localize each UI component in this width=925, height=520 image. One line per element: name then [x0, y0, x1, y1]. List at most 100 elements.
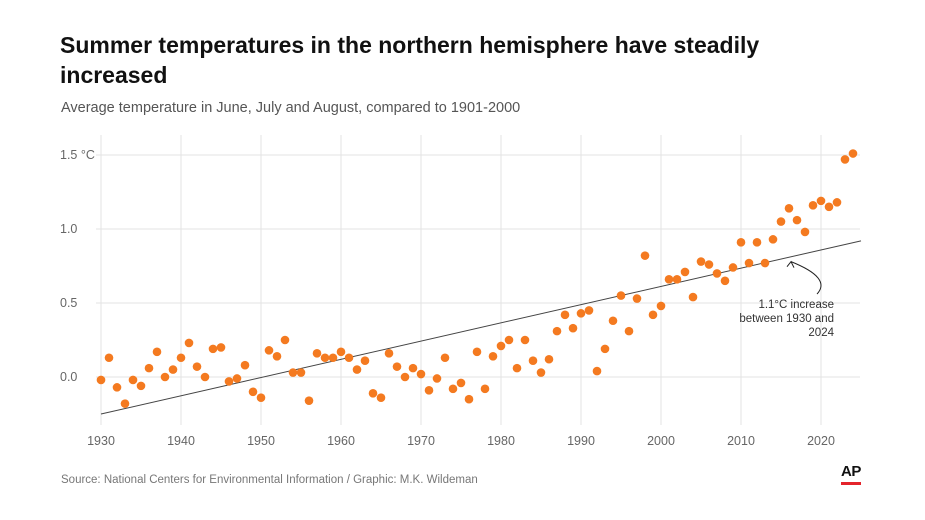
y-tick-label: 1.5 °C — [60, 148, 95, 162]
data-point — [616, 291, 626, 300]
x-tick-label: 1930 — [87, 434, 115, 448]
data-point — [648, 310, 658, 320]
data-point — [120, 399, 130, 408]
x-tick-label: 1980 — [487, 434, 515, 448]
data-point — [200, 372, 210, 382]
data-point — [696, 257, 706, 266]
data-point — [840, 155, 850, 164]
data-point — [824, 202, 834, 212]
data-point — [112, 383, 122, 392]
data-point — [272, 351, 282, 361]
data-point — [352, 365, 362, 374]
y-tick-label: 1.0 — [60, 222, 77, 236]
data-point — [720, 276, 730, 286]
data-point — [104, 353, 114, 363]
data-point — [184, 338, 194, 348]
data-point — [448, 384, 458, 394]
data-point — [344, 353, 354, 363]
data-point — [624, 326, 634, 336]
data-point — [256, 393, 266, 403]
data-point — [392, 362, 402, 371]
data-point — [144, 363, 154, 373]
data-point — [560, 310, 570, 320]
data-point — [576, 309, 586, 318]
data-point — [312, 349, 322, 358]
annotation: 1.1°C increase between 1930 and 2024 — [739, 260, 835, 339]
annotation-line: 2024 — [808, 327, 834, 339]
data-point — [536, 368, 546, 377]
data-point — [728, 263, 738, 272]
data-point — [520, 335, 530, 345]
x-tick-label: 2020 — [807, 434, 835, 448]
data-point — [680, 267, 690, 277]
data-point — [400, 372, 410, 382]
data-point — [488, 351, 498, 361]
data-point — [320, 353, 330, 363]
data-point — [328, 353, 338, 363]
data-point — [360, 356, 370, 366]
data-point — [176, 353, 186, 363]
data-point — [848, 149, 858, 158]
data-point — [688, 292, 698, 302]
data-point — [408, 363, 418, 373]
annotation-arrow — [790, 261, 822, 295]
data-point — [216, 343, 226, 352]
y-tick-label: 0.0 — [60, 370, 77, 384]
grid-lines — [96, 135, 860, 425]
data-point — [632, 294, 642, 303]
data-point — [528, 356, 538, 366]
annotation-line: 1.1°C increase — [758, 299, 834, 311]
data-point — [800, 227, 810, 237]
data-point — [152, 347, 162, 357]
data-point — [600, 344, 610, 354]
data-point — [296, 368, 306, 377]
data-point — [336, 347, 346, 357]
data-point — [232, 374, 242, 383]
chart-title: Summer temperatures in the northern hemi… — [60, 32, 760, 88]
x-tick-label: 1950 — [247, 434, 275, 448]
data-point — [704, 260, 714, 269]
data-point — [672, 275, 682, 284]
chart-subtitle: Average temperature in June, July and Au… — [61, 100, 521, 116]
data-point — [424, 386, 434, 395]
data-point — [584, 306, 594, 315]
data-point — [544, 354, 554, 364]
data-point — [224, 377, 234, 386]
data-point — [248, 387, 258, 397]
data-point — [752, 238, 762, 247]
y-tick-label: 0.5 — [60, 296, 77, 310]
data-point — [480, 384, 490, 394]
source-note: Source: National Centers for Environment… — [61, 474, 478, 486]
data-point — [304, 396, 314, 405]
axis-tick-labels: 0.0 0.5 1.0 1.5 °C 1930 1940 1950 1960 1970 1980 1… — [60, 148, 835, 448]
x-tick-label: 1940 — [167, 434, 195, 448]
data-point — [288, 368, 298, 377]
data-point — [640, 251, 650, 260]
data-point — [240, 360, 250, 370]
data-point — [608, 316, 618, 326]
data-point — [384, 349, 394, 358]
data-point — [192, 362, 202, 371]
data-point — [136, 381, 146, 391]
data-point — [592, 366, 602, 376]
data-point — [760, 258, 770, 268]
data-point — [160, 372, 170, 382]
data-point — [96, 375, 106, 385]
data-point — [128, 375, 138, 385]
data-point — [792, 215, 802, 225]
data-point — [512, 363, 522, 373]
x-tick-label: 2010 — [727, 434, 755, 448]
x-tick-label: 1960 — [327, 434, 355, 448]
data-point — [768, 235, 778, 244]
x-tick-label: 2000 — [647, 434, 675, 448]
data-point — [832, 198, 842, 207]
data-point — [712, 269, 722, 278]
data-point — [208, 344, 218, 354]
data-point — [736, 238, 746, 247]
data-point — [664, 275, 674, 284]
data-point — [456, 378, 466, 388]
data-point — [568, 323, 578, 333]
data-point — [504, 335, 514, 345]
data-point — [280, 335, 290, 345]
